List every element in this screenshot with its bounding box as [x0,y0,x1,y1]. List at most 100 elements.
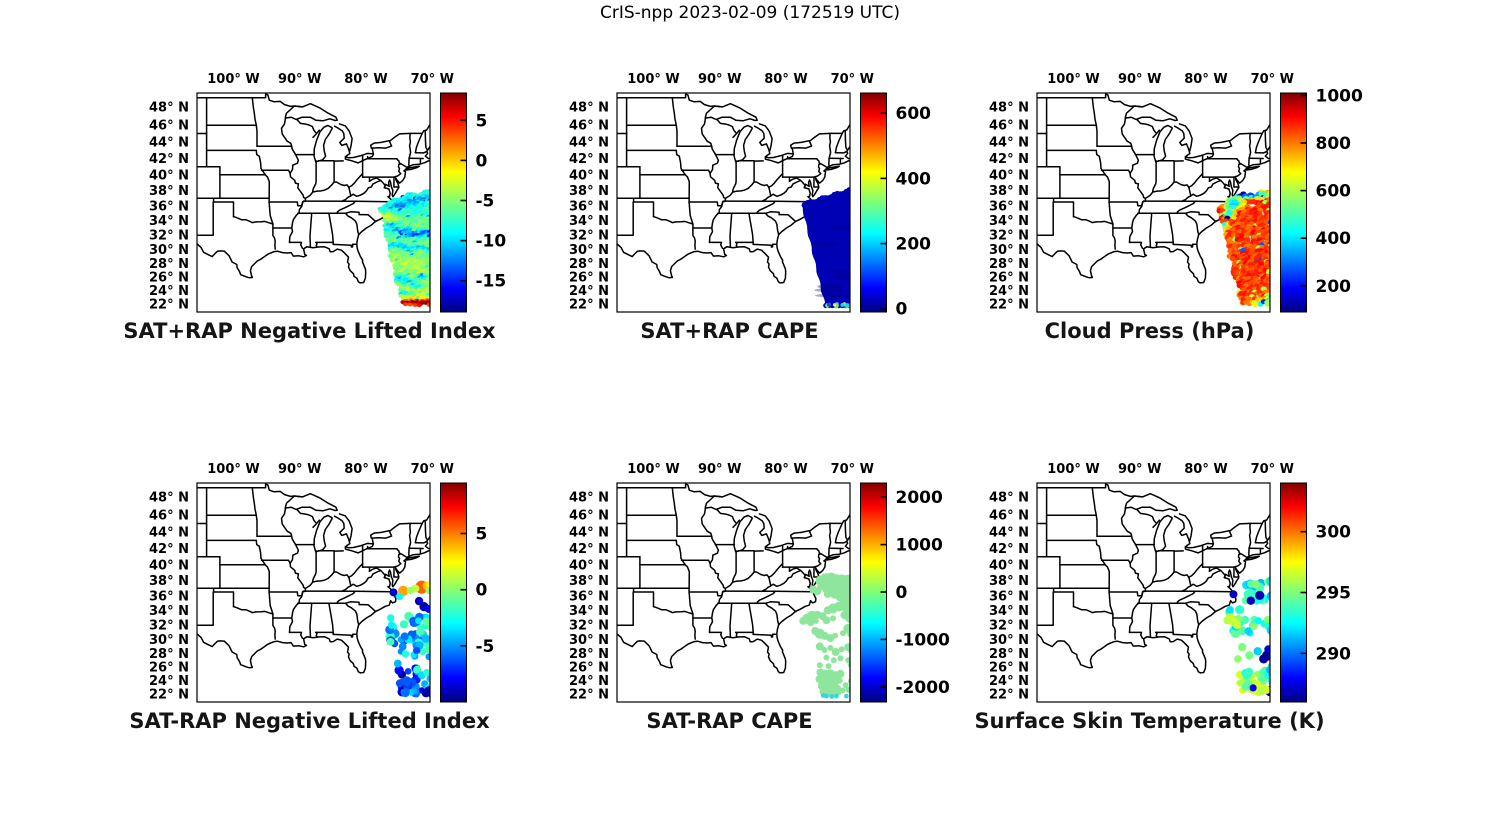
svg-text:90° W: 90° W [278,462,321,477]
svg-text:400: 400 [1316,229,1352,249]
svg-text:26° N: 26° N [569,271,609,286]
svg-text:48° N: 48° N [989,490,1029,505]
map-panel-0: 100° W 90° W 80° W 70° W 48° N 46° N 44° N42° … [149,72,506,313]
map-frame [1036,92,1271,313]
colorbar: 600 400 200 0 [860,92,932,320]
svg-text:40° N: 40° N [569,168,609,183]
us-state-boundaries [1037,483,1270,674]
colorbar: 2000 1000 0 -1000 -2000 [860,482,950,703]
svg-text:200: 200 [1316,277,1352,297]
svg-text:70° W: 70° W [411,462,454,477]
svg-text:22° N: 22° N [569,297,609,312]
svg-text:42° N: 42° N [989,542,1029,557]
svg-text:44° N: 44° N [569,136,609,151]
panel-title-sat-rap-minus-nli: SAT-RAP Negative Lifted Index [129,709,490,733]
svg-text:36° N: 36° N [569,199,609,214]
svg-text:40° N: 40° N [149,168,189,183]
svg-text:22° N: 22° N [989,297,1029,312]
svg-text:80° W: 80° W [344,72,387,87]
svg-text:44° N: 44° N [149,136,189,151]
svg-text:90° W: 90° W [1118,462,1161,477]
map-frame [1036,482,1271,703]
svg-text:40° N: 40° N [149,558,189,573]
svg-text:42° N: 42° N [569,152,609,167]
svg-text:295: 295 [1316,584,1352,604]
map-panel-2: 100° W 90° W 80° W 70° W 48° N 46° N 44° N42° … [989,72,1363,313]
svg-text:100° W: 100° W [1047,462,1100,477]
svg-text:46° N: 46° N [569,118,609,133]
colorbar: 5 0 -5 [440,482,494,703]
colorbar: 300 295 290 [1280,482,1352,703]
svg-text:100° W: 100° W [627,462,680,477]
retrieval-data-layer [1223,576,1270,697]
svg-text:80° W: 80° W [764,462,807,477]
svg-text:100° W: 100° W [1047,72,1100,87]
svg-text:290: 290 [1316,644,1352,664]
retrieval-data-layer [1216,189,1270,308]
svg-text:46° N: 46° N [569,508,609,523]
svg-text:28° N: 28° N [149,647,189,662]
map-panel-5: 100° W 90° W 80° W 70° W 48° N 46° N 44° N42° … [989,462,1352,703]
svg-text:600: 600 [1316,182,1352,202]
svg-text:38° N: 38° N [569,574,609,589]
svg-text:48° N: 48° N [149,100,189,115]
svg-text:34° N: 34° N [989,214,1029,229]
svg-text:800: 800 [1316,134,1352,154]
svg-text:90° W: 90° W [278,72,321,87]
svg-text:80° W: 80° W [1184,72,1227,87]
svg-text:0: 0 [896,300,908,320]
svg-text:80° W: 80° W [764,72,807,87]
svg-text:70° W: 70° W [831,462,874,477]
svg-text:24° N: 24° N [149,284,189,299]
svg-text:40° N: 40° N [989,558,1029,573]
svg-text:44° N: 44° N [989,526,1029,541]
svg-text:70° W: 70° W [831,72,874,87]
svg-text:22° N: 22° N [569,687,609,702]
map-frame [616,92,851,313]
map-frame [616,482,851,703]
svg-text:26° N: 26° N [569,661,609,676]
svg-text:90° W: 90° W [1118,72,1161,87]
colorbar: 5 0 -5 -10 -15 [440,92,506,313]
svg-text:32° N: 32° N [989,229,1029,244]
svg-text:26° N: 26° N [149,661,189,676]
svg-text:5: 5 [476,111,488,131]
svg-text:34° N: 34° N [569,604,609,619]
svg-text:36° N: 36° N [149,199,189,214]
svg-text:90° W: 90° W [698,72,741,87]
map-frame [196,92,431,313]
panel-title-cloud-press: Cloud Press (hPa) [1044,319,1255,343]
panel-title-sat-rap-plus-cape: SAT+RAP CAPE [640,319,819,343]
svg-text:36° N: 36° N [149,589,189,604]
axis-labels: 100° W 90° W 80° W 70° W 48° N 46° N 44° N42° … [149,462,454,702]
svg-text:90° W: 90° W [698,462,741,477]
svg-text:100° W: 100° W [207,72,260,87]
colorbar: 1000 800 600 400 200 [1280,86,1363,313]
svg-text:46° N: 46° N [989,508,1029,523]
figure-title: CrIS-npp 2023-02-09 (172519 UTC) [599,3,901,23]
svg-text:48° N: 48° N [569,490,609,505]
svg-text:26° N: 26° N [989,271,1029,286]
svg-text:0: 0 [476,581,488,601]
svg-text:26° N: 26° N [989,661,1029,676]
svg-text:46° N: 46° N [989,118,1029,133]
svg-text:100° W: 100° W [207,462,260,477]
svg-text:24° N: 24° N [569,674,609,689]
svg-text:30° N: 30° N [149,243,189,258]
map-panel-4: 100° W 90° W 80° W 70° W 48° N 46° N 44° N42° … [569,462,950,703]
svg-text:44° N: 44° N [989,136,1029,151]
svg-text:38° N: 38° N [149,574,189,589]
svg-text:600: 600 [896,104,932,124]
svg-text:36° N: 36° N [989,589,1029,604]
us-state-boundaries [197,483,430,674]
svg-text:34° N: 34° N [149,214,189,229]
svg-text:30° N: 30° N [989,633,1029,648]
svg-text:70° W: 70° W [1251,72,1294,87]
svg-text:30° N: 30° N [989,243,1029,258]
svg-text:22° N: 22° N [989,687,1029,702]
retrieval-data-layer [377,189,430,308]
svg-text:100° W: 100° W [627,72,680,87]
svg-text:26° N: 26° N [149,271,189,286]
panel-title-sat-rap-plus-nli: SAT+RAP Negative Lifted Index [123,319,496,343]
